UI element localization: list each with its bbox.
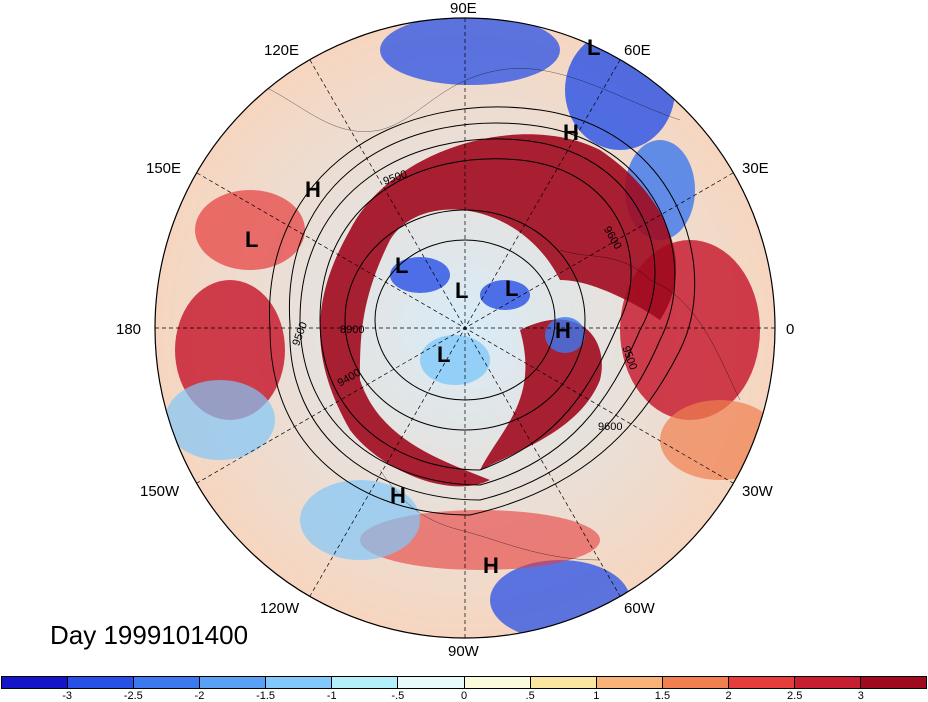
colorbar-swatch: [68, 677, 135, 688]
colorbar-tick-label: 3: [857, 690, 864, 702]
colorbar-swatch: [728, 677, 795, 688]
colorbar: [1, 676, 927, 689]
low-center-label: L: [587, 35, 601, 60]
colorbar-swatch: [662, 677, 729, 688]
colorbar-swatch: [464, 677, 531, 688]
contour-label: 8900: [340, 324, 365, 336]
contour-label: 9600: [598, 421, 623, 433]
colorbar-tick-label: -.5: [391, 690, 405, 702]
page-title: Day 1999101400: [50, 620, 249, 650]
lon-label-150w: 150W: [140, 483, 180, 500]
high-center-label: H: [483, 553, 499, 578]
colorbar-swatch: [861, 677, 927, 688]
colorbar-tick-label: -3: [62, 690, 73, 702]
colorbar-tick-label: -1.5: [256, 690, 276, 702]
lon-label-120w: 120W: [260, 600, 300, 617]
colorbar-swatch: [266, 677, 333, 688]
lon-label-180: 180: [116, 321, 142, 338]
low-center-label: L: [245, 227, 259, 252]
colorbar-swatch: [332, 677, 399, 688]
colorbar-tick-label: 2.5: [787, 690, 803, 702]
colorbar-tick-label: -2: [194, 690, 205, 702]
lon-label-150e: 150E: [146, 160, 182, 177]
lon-label-30e: 30E: [742, 160, 769, 177]
low-center-label: L: [505, 276, 519, 301]
colorbar-swatch: [794, 677, 862, 688]
low-center-label: L: [395, 253, 409, 278]
high-center-label: H: [305, 177, 321, 202]
high-center-label: H: [563, 120, 579, 145]
high-center-label: H: [390, 483, 406, 508]
lon-label-120e: 120E: [264, 42, 300, 59]
colorbar-tick-label: .5: [525, 690, 535, 702]
lon-label-90e: 90E: [450, 0, 477, 17]
polar-map: [154, 17, 776, 639]
colorbar-swatch: [530, 677, 597, 688]
low-center-label: L: [437, 342, 451, 367]
high-center-label: H: [555, 318, 571, 343]
colorbar-swatch: [596, 677, 663, 688]
colorbar-swatch: [200, 677, 267, 688]
colorbar-swatch: [398, 677, 465, 688]
colorbar-swatch: [2, 677, 69, 688]
colorbar-tick-label: -2.5: [123, 690, 143, 702]
colorbar-swatch: [134, 677, 201, 688]
colorbar-tick-label: 2: [725, 690, 732, 702]
colorbar-tick-label: 1.5: [654, 690, 671, 702]
lon-label-60w: 60W: [624, 600, 655, 617]
lon-label-60e: 60E: [624, 42, 651, 59]
lon-label-30w: 30W: [742, 483, 773, 500]
lon-label-0: 0: [786, 321, 795, 338]
colorbar-tick-label: 1: [593, 690, 600, 702]
colorbar-tick-label: 0: [460, 690, 468, 702]
low-center-label: L: [455, 278, 469, 303]
colorbar-tick-label: -1: [326, 690, 337, 702]
lon-label-90w: 90W: [448, 643, 479, 660]
